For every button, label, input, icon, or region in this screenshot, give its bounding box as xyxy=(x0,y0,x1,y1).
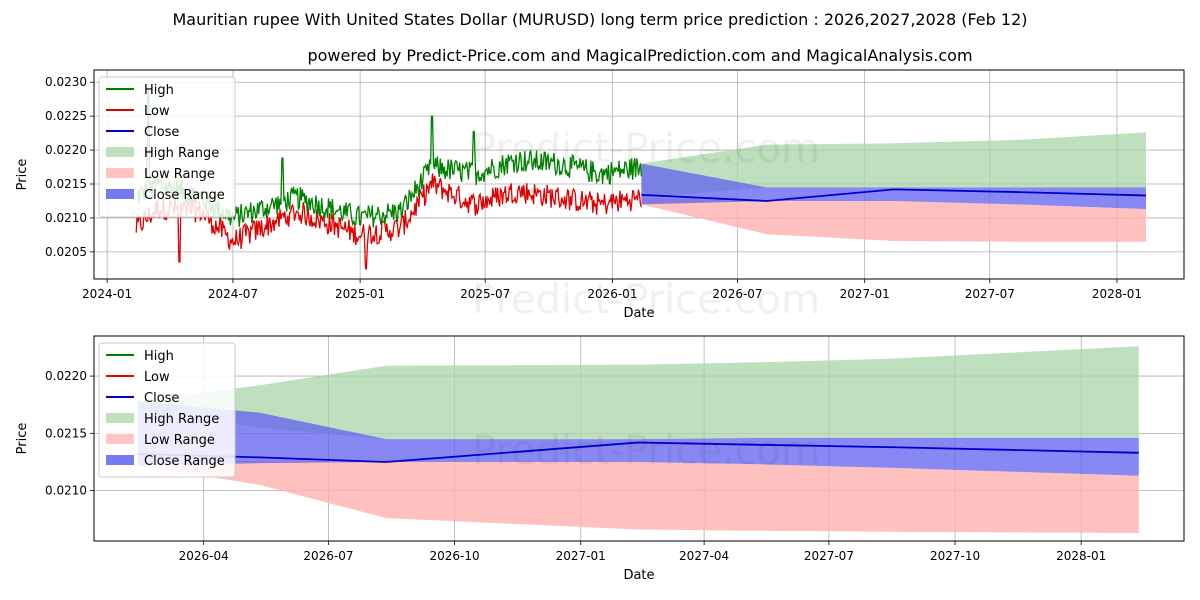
x-tick-label: 2026-07 xyxy=(712,287,762,301)
legend-label: Close Range xyxy=(144,188,225,203)
watermark-text: Predict-Price.com xyxy=(472,277,820,323)
x-tick-label: 2025-07 xyxy=(460,287,510,301)
x-tick-label: 2027-01 xyxy=(556,549,606,563)
plot-panel-2: Predict-Price.com 2026-04 2026-07 2026-10 20… xyxy=(15,335,1185,583)
watermark-text: Predict-Price.com xyxy=(472,126,820,172)
legend-label: Low xyxy=(144,104,170,119)
y-tick-label: 0.0220 xyxy=(45,143,87,157)
high-range-band xyxy=(137,346,1139,440)
legend-swatch-low-range xyxy=(106,434,134,444)
y-tick-label: 0.0210 xyxy=(45,211,87,225)
close-line xyxy=(641,188,1147,202)
legend-swatch-close-range xyxy=(106,455,134,465)
y-tick-label: 0.0210 xyxy=(45,484,87,498)
legend-box xyxy=(98,76,236,218)
low-range-band xyxy=(137,460,1139,533)
legend-label: Low xyxy=(144,370,170,385)
legend-label: High xyxy=(144,349,174,364)
y-tick-label: 0.0230 xyxy=(45,75,87,89)
plot-panel-1: Predict-Price.com Predict-Price.com 2024-0… xyxy=(15,69,1185,323)
y-tick-label: 0.0205 xyxy=(45,245,87,259)
close-line xyxy=(137,441,1139,463)
y-tick-label: 0.0215 xyxy=(45,177,87,191)
x-tick-label: 2027-04 xyxy=(679,549,729,563)
legend-swatch-high-range xyxy=(106,147,134,157)
legend: High Low Close High Range Low Range Close Ran… xyxy=(98,342,236,478)
legend-label: Low Range xyxy=(144,167,215,182)
y-tick-label: 0.0215 xyxy=(45,426,87,440)
x-tick-label: 2028-01 xyxy=(1056,549,1106,563)
x-tick-label: 2026-07 xyxy=(303,549,353,563)
x-tick-label: 2027-07 xyxy=(965,287,1015,301)
x-tick-label: 2028-01 xyxy=(1092,287,1142,301)
x-axis-label: Date xyxy=(623,568,654,583)
x-axis-label: Date xyxy=(623,306,654,321)
legend-label: Close xyxy=(144,391,179,406)
chart-title: Mauritian rupee With United States Dolla… xyxy=(173,10,1028,29)
chart-subtitle: powered by Predict-Price.com and Magical… xyxy=(307,46,972,65)
x-tick-label: 2026-10 xyxy=(430,549,480,563)
legend: High Low Close High Range Low Range Close Ran… xyxy=(98,76,236,218)
legend-label: Close Range xyxy=(144,454,225,469)
legend-swatch-close-range xyxy=(106,189,134,199)
legend-label: High Range xyxy=(144,412,219,427)
high-range-band xyxy=(641,132,1146,198)
x-tick-label: 2024-01 xyxy=(82,287,132,301)
axes-frame xyxy=(93,335,1185,542)
legend-label: Low Range xyxy=(144,433,215,448)
x-tick-label: 2025-01 xyxy=(335,287,385,301)
y-tick-label: 0.0220 xyxy=(45,369,87,383)
x-tick-label: 2026-04 xyxy=(179,549,229,563)
y-axis-label: Price xyxy=(15,423,30,455)
legend-swatch-low-range xyxy=(106,168,134,178)
y-axis-label: Price xyxy=(15,159,30,191)
x-tick-label: 2024-07 xyxy=(208,287,258,301)
axes-frame xyxy=(93,69,1185,280)
x-tick-label: 2027-01 xyxy=(840,287,890,301)
x-tick-label: 2027-07 xyxy=(804,549,854,563)
watermark-text: Predict-Price.com xyxy=(472,428,820,474)
legend-swatch-high-range xyxy=(106,413,134,423)
x-tick-label: 2027-10 xyxy=(930,549,980,563)
legend-label: High Range xyxy=(144,146,219,161)
legend-label: High xyxy=(144,83,174,98)
close-range-band xyxy=(641,163,1146,210)
y-tick-label: 0.0225 xyxy=(45,109,87,123)
close-range-band xyxy=(137,401,1139,476)
legend-label: Close xyxy=(144,125,179,140)
x-tick-label: 2026-01 xyxy=(587,287,637,301)
low-range-band xyxy=(641,197,1146,242)
